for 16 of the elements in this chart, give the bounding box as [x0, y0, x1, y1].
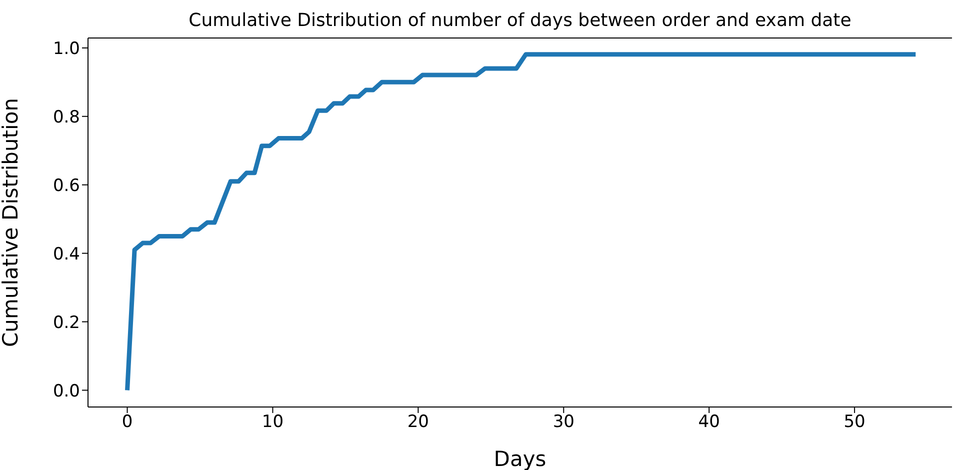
y-tick-label: 0.4 — [52, 244, 80, 264]
line-series — [125, 52, 918, 392]
y-tick-label: 1.0 — [52, 38, 80, 59]
y-tick-label: 0.0 — [52, 381, 80, 402]
y-tick-label: 0.2 — [52, 312, 80, 333]
x-tick-label: 30 — [552, 412, 574, 432]
y-tick-label: 0.8 — [52, 107, 80, 128]
x-tick-label: 50 — [844, 412, 866, 432]
x-axis-title: Days — [494, 447, 546, 470]
x-tick-label: 40 — [698, 412, 720, 432]
x-tick-label: 0 — [122, 412, 133, 432]
y-tick-label: 0.6 — [52, 176, 80, 196]
x-tick-label: 10 — [262, 412, 284, 432]
chart-title: Cumulative Distribution of number of days between order and exam date — [188, 10, 852, 31]
y-axis-title: Cumulative Distribution — [0, 98, 22, 348]
x-tick-label: 20 — [407, 412, 429, 432]
